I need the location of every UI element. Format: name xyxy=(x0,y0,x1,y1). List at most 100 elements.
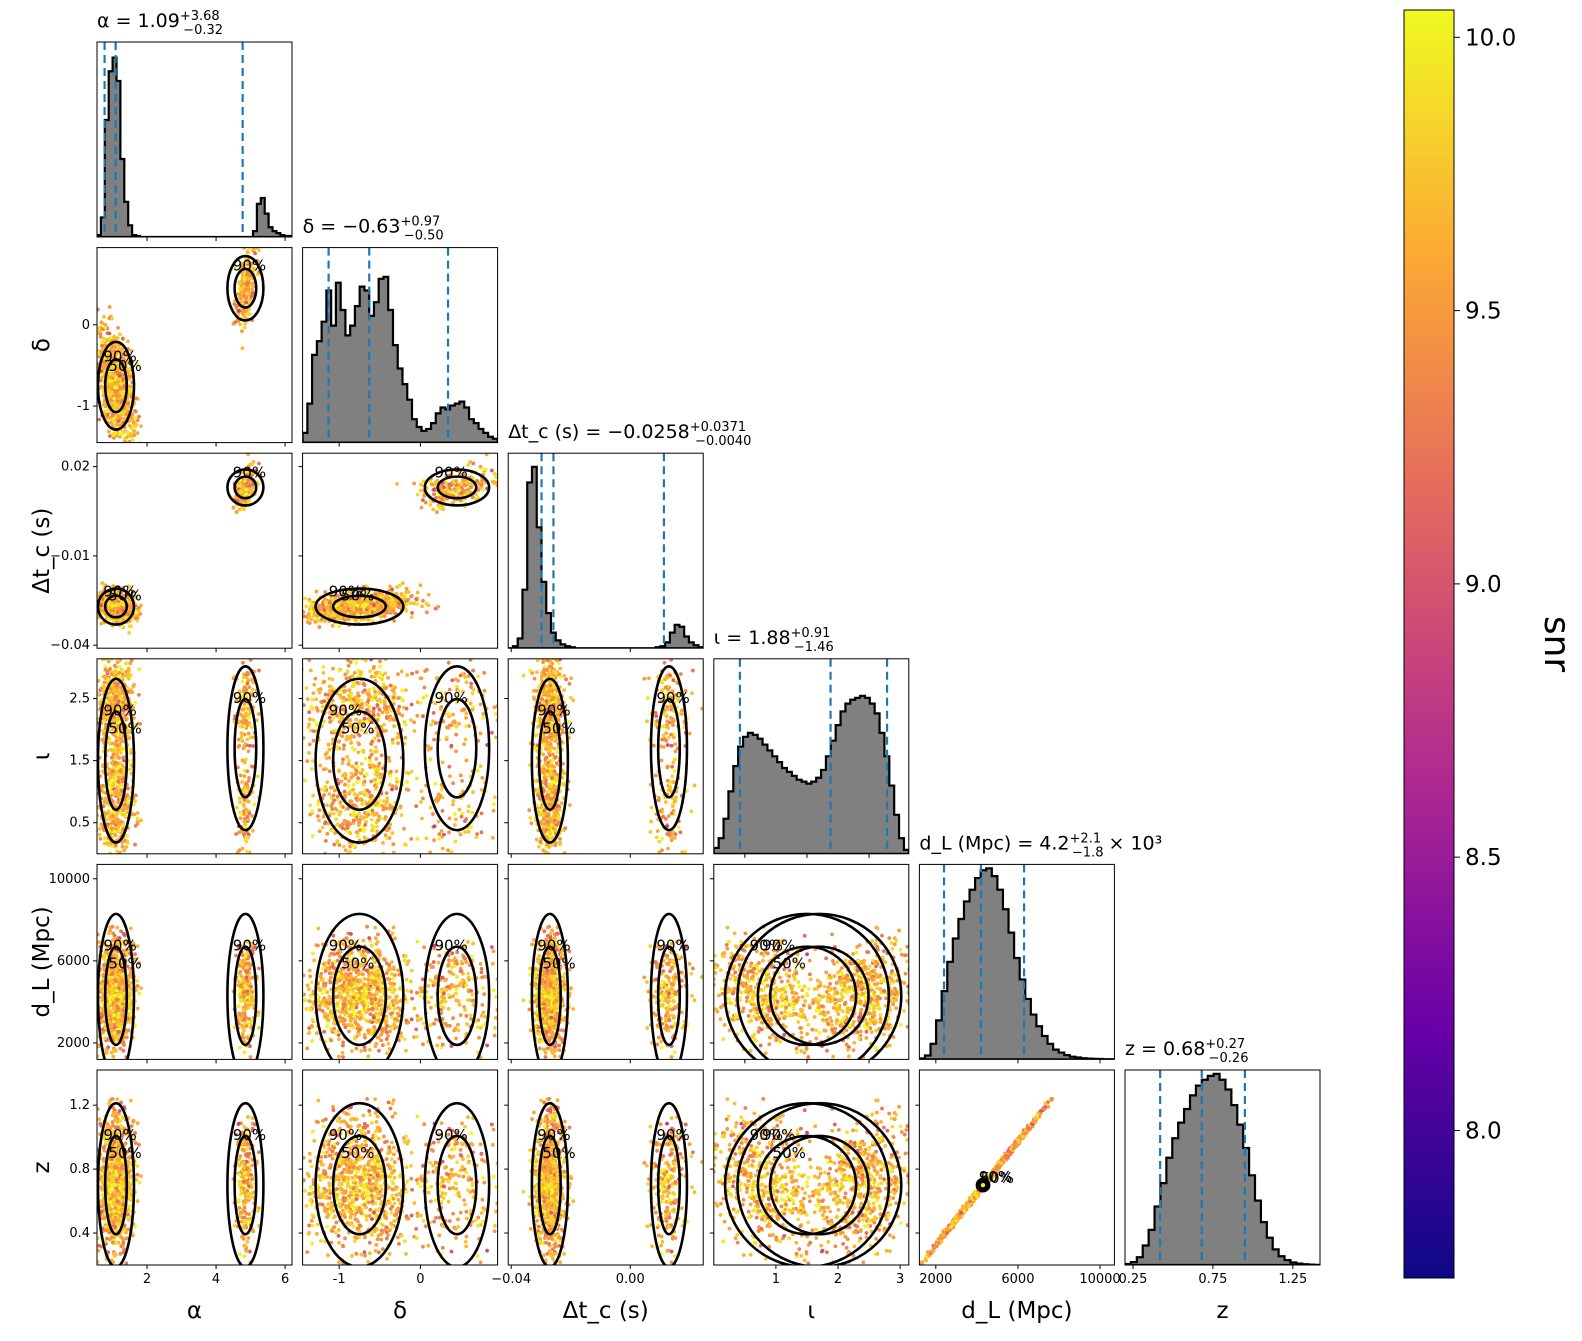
sample-point xyxy=(295,727,299,731)
sample-point xyxy=(114,822,118,827)
sample-point xyxy=(323,611,328,615)
sample-point xyxy=(247,775,251,780)
sample-point xyxy=(250,220,254,224)
sample-point xyxy=(112,722,117,727)
sample-point xyxy=(125,834,129,838)
sample-point xyxy=(243,807,248,812)
sample-point xyxy=(373,868,377,872)
sample-point xyxy=(350,764,354,769)
sample-point xyxy=(521,691,525,695)
sample-point xyxy=(439,829,444,833)
contour-90% xyxy=(314,587,405,626)
sample-point xyxy=(126,800,131,805)
sample-point xyxy=(90,808,94,812)
sample-point xyxy=(352,844,356,848)
sample-point xyxy=(236,888,240,892)
sample-point xyxy=(257,668,261,673)
sample-point xyxy=(246,275,250,280)
sample-point xyxy=(412,481,416,486)
sample-point xyxy=(353,618,358,623)
sample-point xyxy=(108,851,113,854)
sample-point xyxy=(477,481,481,486)
sample-point xyxy=(120,749,125,754)
sample-point xyxy=(253,243,257,247)
sample-point xyxy=(283,611,287,615)
sample-point xyxy=(250,687,255,692)
scatter-delta-dtc: 90%50%90% xyxy=(283,452,499,653)
sample-point xyxy=(119,676,124,680)
sample-point xyxy=(484,453,489,457)
sample-point xyxy=(113,658,117,660)
sample-point xyxy=(368,758,372,763)
sample-point xyxy=(386,675,390,680)
sample-point xyxy=(444,485,449,490)
sample-point xyxy=(125,405,130,410)
sample-point xyxy=(112,715,116,719)
sample-point xyxy=(118,857,122,861)
sample-point xyxy=(111,727,116,732)
sample-point xyxy=(491,808,496,813)
sample-point xyxy=(237,796,242,801)
sample-point xyxy=(463,819,467,824)
sample-point xyxy=(114,818,119,823)
sample-point xyxy=(421,796,425,801)
sample-point xyxy=(121,755,126,760)
sample-point xyxy=(103,836,107,840)
panel-frame xyxy=(302,452,499,649)
sample-point xyxy=(466,804,471,809)
sample-point xyxy=(478,464,483,469)
sample-point xyxy=(108,434,112,438)
sample-point xyxy=(100,581,105,586)
contour-50% xyxy=(103,710,129,812)
sample-point xyxy=(341,699,346,704)
sample-point xyxy=(133,799,137,803)
sample-point xyxy=(133,409,138,414)
sample-point xyxy=(406,590,411,594)
sample-point xyxy=(238,816,243,821)
sample-point xyxy=(371,712,376,717)
sample-point xyxy=(257,248,261,253)
sample-point xyxy=(245,250,250,255)
sample-point xyxy=(121,700,125,705)
sample-point xyxy=(236,319,241,323)
sample-point xyxy=(98,375,103,380)
sample-point xyxy=(120,336,125,341)
sample-point xyxy=(113,345,117,349)
sample-point xyxy=(109,761,114,765)
sample-point xyxy=(240,720,244,725)
sample-point xyxy=(97,348,100,353)
sample-point xyxy=(116,651,120,655)
sample-point xyxy=(493,475,498,480)
sample-point xyxy=(397,601,402,606)
sample-point xyxy=(107,667,112,672)
sample-point xyxy=(447,482,452,487)
sample-point xyxy=(116,654,120,658)
sample-point xyxy=(447,830,451,835)
sample-point xyxy=(380,710,385,715)
sample-point xyxy=(501,670,505,674)
sample-point xyxy=(238,800,243,804)
sample-point xyxy=(121,776,126,781)
sample-point xyxy=(323,590,328,594)
sample-point xyxy=(106,618,111,622)
sample-point xyxy=(376,712,381,717)
sample-point xyxy=(104,717,109,722)
sample-point xyxy=(405,673,410,677)
sample-point xyxy=(116,419,121,423)
sample-point xyxy=(118,769,123,773)
sample-point xyxy=(116,363,120,368)
sample-point xyxy=(103,322,108,327)
sample-point xyxy=(121,856,125,860)
sample-point xyxy=(97,716,100,721)
sample-point xyxy=(308,599,313,604)
sample-point xyxy=(245,737,250,742)
sample-point xyxy=(110,413,115,418)
hist-alpha: α = 1.09+3.68 −0.32 xyxy=(96,9,293,241)
sample-point xyxy=(126,401,131,406)
sample-point xyxy=(366,605,371,610)
sample-point xyxy=(325,831,330,836)
sample-point xyxy=(97,813,100,817)
sample-point xyxy=(294,602,298,606)
sample-point xyxy=(415,713,420,718)
sample-point xyxy=(287,673,291,677)
